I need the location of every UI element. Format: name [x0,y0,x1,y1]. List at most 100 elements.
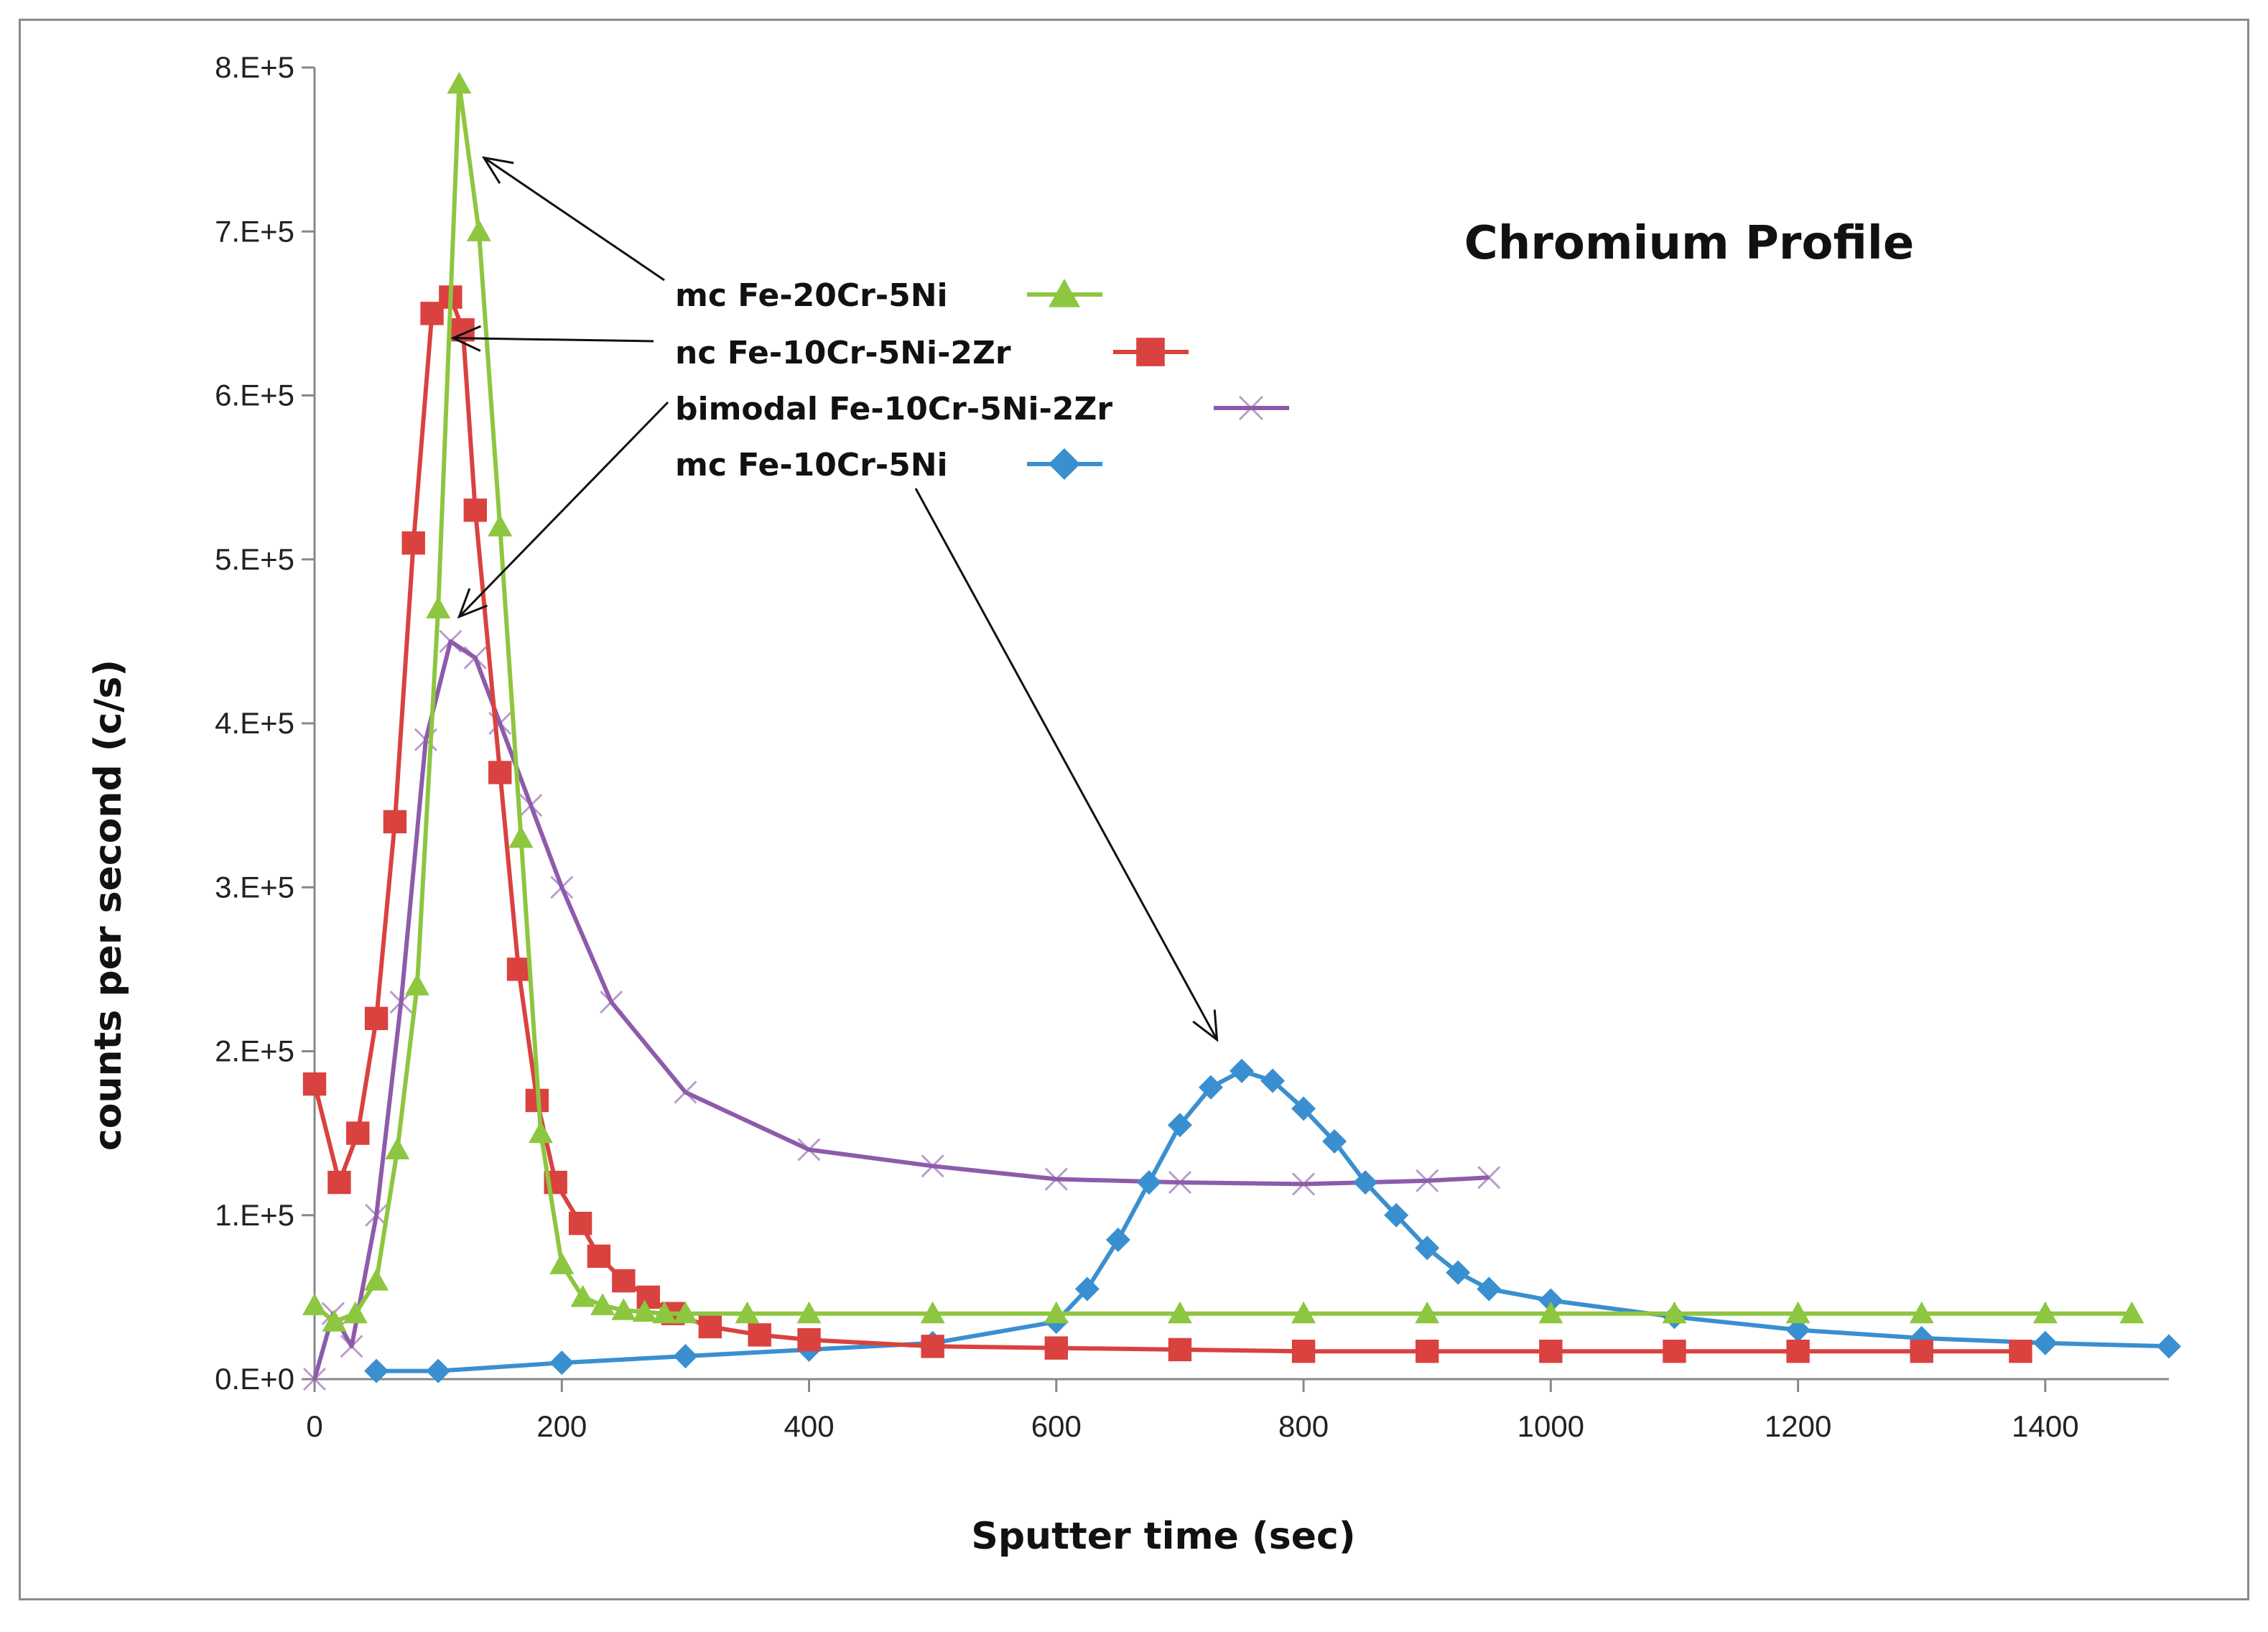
data-point [1167,1301,1192,1324]
data-point [797,1138,821,1162]
data-point [550,876,574,899]
data-point [1136,1170,1161,1195]
data-point [652,1301,677,1324]
data-point [1291,1096,1316,1121]
data-point [590,1293,615,1315]
data-point [426,596,451,618]
data-point [426,1358,451,1383]
data-point [921,1154,944,1178]
data-point [549,1350,575,1376]
data-point [488,711,512,736]
y-tick-label: 4.E+5 [215,706,294,740]
data-point [1044,1336,1068,1360]
data-point [463,499,487,522]
x-axis-title: Sputter time (sec) [971,1515,1355,1558]
x-tick-label: 600 [1031,1409,1082,1443]
data-point [506,958,531,981]
y-tick-label: 0.E+0 [215,1362,294,1396]
legend-label: mc Fe-10Cr-5Ni [675,447,948,483]
data-point [920,1301,945,1324]
series-line [312,295,2021,1354]
series-line [376,1068,2170,1373]
data-point [327,1170,351,1195]
data-point [1538,1288,1563,1313]
x-tick-label: 800 [1278,1409,1329,1443]
y-tick-label: 7.E+5 [215,214,294,248]
data-point [1785,1301,1811,1324]
data-point [2032,1301,2058,1324]
data-point [1384,1202,1409,1228]
chart-title: Chromium Profile [1464,217,1914,270]
data-point [346,1121,370,1145]
data-point [488,514,513,537]
data-point [508,825,534,848]
x-tick-label: 400 [784,1409,834,1443]
data-point [385,1137,410,1160]
legend-marker [1049,279,1080,307]
data-point [1663,1339,1686,1363]
series-layer [302,71,2181,1391]
data-point [439,629,463,653]
data-point [735,1301,760,1324]
data-point [796,1301,822,1324]
series-mc-fe-20cr-5ni [302,71,2144,1332]
data-point [343,1301,368,1324]
data-point [797,1328,821,1352]
data-point [1538,1301,1563,1324]
data-point [1539,1339,1563,1363]
data-point [1074,1276,1100,1302]
data-point [1291,1301,1316,1324]
data-point [673,1344,698,1369]
data-point [1662,1301,1687,1324]
data-point [302,1072,327,1096]
annotation-arrow [457,401,669,619]
data-point [2157,1334,2181,1359]
data-point [1291,1339,1316,1363]
annotation-arrow [914,488,1219,1042]
annotation-arrow [450,325,654,352]
x-tick-label: 1000 [1518,1409,1584,1443]
x-tick-label: 1200 [1765,1409,1831,1443]
data-point [2009,1339,2032,1363]
data-point [1415,1301,1440,1324]
data-point [1292,1172,1316,1196]
data-point [1353,1170,1378,1195]
series-mc-fe-10cr-5ni [364,1058,2181,1383]
data-point [1044,1167,1068,1191]
data-point [1168,1337,1192,1362]
legend-label: mc Fe-20Cr-5Ni [675,277,948,314]
data-point [1446,1260,1471,1285]
data-point [404,973,429,996]
legend-marker [1049,448,1080,480]
series-nc-fe-10cr-5ni-2zr [302,285,2032,1363]
data-point [1477,1276,1502,1302]
data-point [1230,1058,1254,1083]
legend-label: bimodal Fe-10Cr-5Ni-2Zr [675,391,1112,427]
data-point [632,1299,657,1322]
data-point [600,990,623,1014]
data-point [1105,1227,1130,1252]
data-point [2119,1301,2144,1324]
data-point [401,531,425,555]
data-point [1260,1068,1286,1093]
data-point [673,1301,698,1324]
data-point [587,1244,611,1269]
data-point [1415,1235,1440,1261]
x-tick-label: 200 [536,1409,587,1443]
data-point [1909,1301,1934,1324]
data-point [364,1358,389,1383]
data-point [612,1269,636,1293]
data-point [748,1323,771,1347]
data-point [529,1121,554,1144]
data-point [1786,1339,1810,1363]
series-line [312,639,1489,1380]
x-tick-label: 0 [306,1409,322,1443]
y-tick-label: 8.E+5 [215,50,294,84]
data-point [2032,1330,2058,1355]
axes: 0.E+0 1.E+5 2.E+5 3.E+5 4.E+5 5.E+5 6.E+5 7.E+5… [215,50,2169,1443]
y-axis-title: counts per second (c/s) [87,659,130,1151]
data-point [364,1269,389,1291]
data-point [1785,1317,1811,1343]
data-point [322,1309,347,1332]
